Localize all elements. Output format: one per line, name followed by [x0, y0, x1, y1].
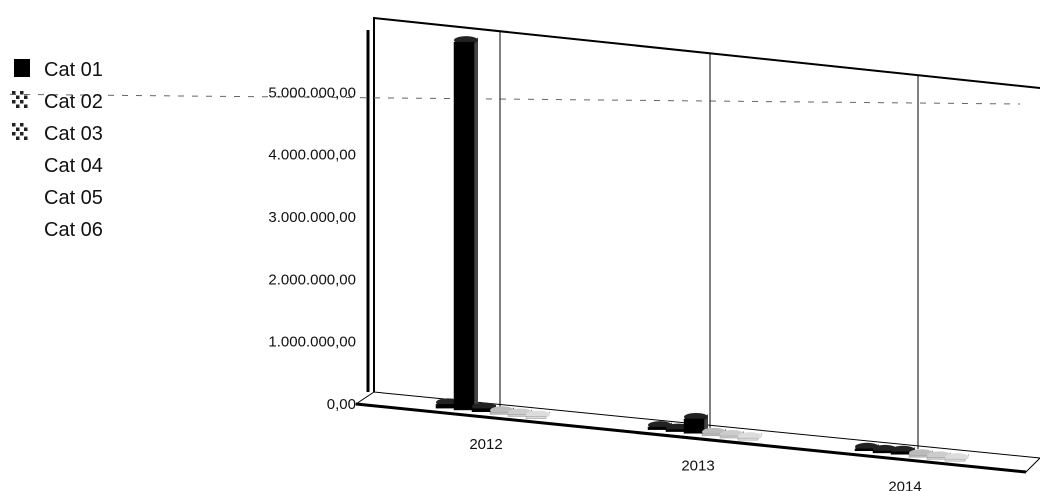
bar-side: [474, 37, 478, 410]
bar-cat-02-2013: [665, 429, 687, 432]
y-tick-label: 3.000.000,00: [268, 209, 356, 226]
legend-swatch-dot: [24, 136, 28, 140]
bar-cat-02-2012: [453, 41, 475, 411]
y-tick-label: 5.000.000,00: [268, 84, 356, 101]
x-tick-label: 2012: [469, 436, 502, 453]
bar-cat-03-2014: [890, 451, 912, 455]
legend: Cat 01 Cat 02 Cat 03 Cat 04 Cat 05 Cat 06: [12, 59, 103, 241]
bar-cat-01-2012: [435, 404, 457, 409]
x-tick-label: 2014: [888, 479, 921, 491]
legend-swatch: [12, 123, 28, 140]
bar-cat-03-2012: [471, 408, 493, 413]
bar-cat-01-2013: [647, 426, 669, 430]
legend-swatch-dot: [12, 100, 16, 104]
legend-swatch: [14, 59, 30, 77]
x-axis-line: [355, 402, 1027, 474]
legend-label: Cat 06: [44, 219, 103, 241]
legend-label: Cat 02: [44, 91, 103, 113]
legend-swatch-dot: [20, 91, 24, 95]
bar-cat-02-2014: [872, 450, 894, 454]
y-axis-labels: 0,00 1.000.000,00 2.000.000,00 3.000.000,00…: [268, 84, 356, 413]
legend-swatch-dot: [12, 123, 16, 127]
back-wall-edge: [373, 16, 1040, 404]
legend-swatch-dot: [16, 104, 20, 108]
legend-swatch-dot: [24, 127, 28, 131]
bar-cat-04-2012: [489, 412, 511, 415]
bar-cat-01-2014: [854, 448, 876, 452]
bar-cat-04-2014: [908, 454, 930, 458]
bars: [435, 36, 969, 462]
legend-swatch-dot: [16, 136, 20, 140]
legend-swatch: [12, 91, 28, 108]
y-tick-label: 1.000.000,00: [268, 334, 356, 351]
legend-swatch-dot: [20, 123, 24, 127]
legend-swatch-dot: [12, 132, 16, 136]
y-tick-label: 2.000.000,00: [268, 271, 356, 288]
legend-swatch-dot: [24, 104, 28, 108]
gridline-5000000: [9, 93, 1021, 105]
legend-label: Cat 03: [44, 123, 103, 145]
gridlines: [9, 31, 1021, 450]
legend-label: Cat 05: [44, 187, 103, 209]
legend-label: Cat 04: [44, 155, 103, 177]
legend-swatch-dot: [20, 100, 24, 104]
bar-cat-06-2014: [944, 458, 966, 462]
bar-cat-06-2012: [525, 416, 547, 419]
legend-swatch-dot: [12, 91, 16, 95]
legend-swatch-dot: [16, 127, 20, 131]
bar-cat-05-2014: [926, 457, 948, 460]
legend-swatch-dot: [16, 95, 20, 99]
bar-cat-03-2013: [683, 418, 705, 434]
x-tick-label: 2013: [681, 458, 714, 475]
bar-cat-06-2013: [737, 437, 759, 441]
bar-cat-04-2013: [701, 433, 723, 437]
legend-swatch-dot: [20, 132, 24, 136]
legend-label: Cat 01: [44, 59, 103, 81]
y-tick-label: 0,00: [327, 396, 356, 413]
bar-cat-05-2012: [507, 414, 529, 417]
bar-cat-05-2013: [719, 435, 741, 439]
y-tick-label: 4.000.000,00: [268, 147, 356, 164]
x-axis-labels: 2012 2013 2014: [469, 436, 921, 491]
legend-swatch-dot: [24, 95, 28, 99]
